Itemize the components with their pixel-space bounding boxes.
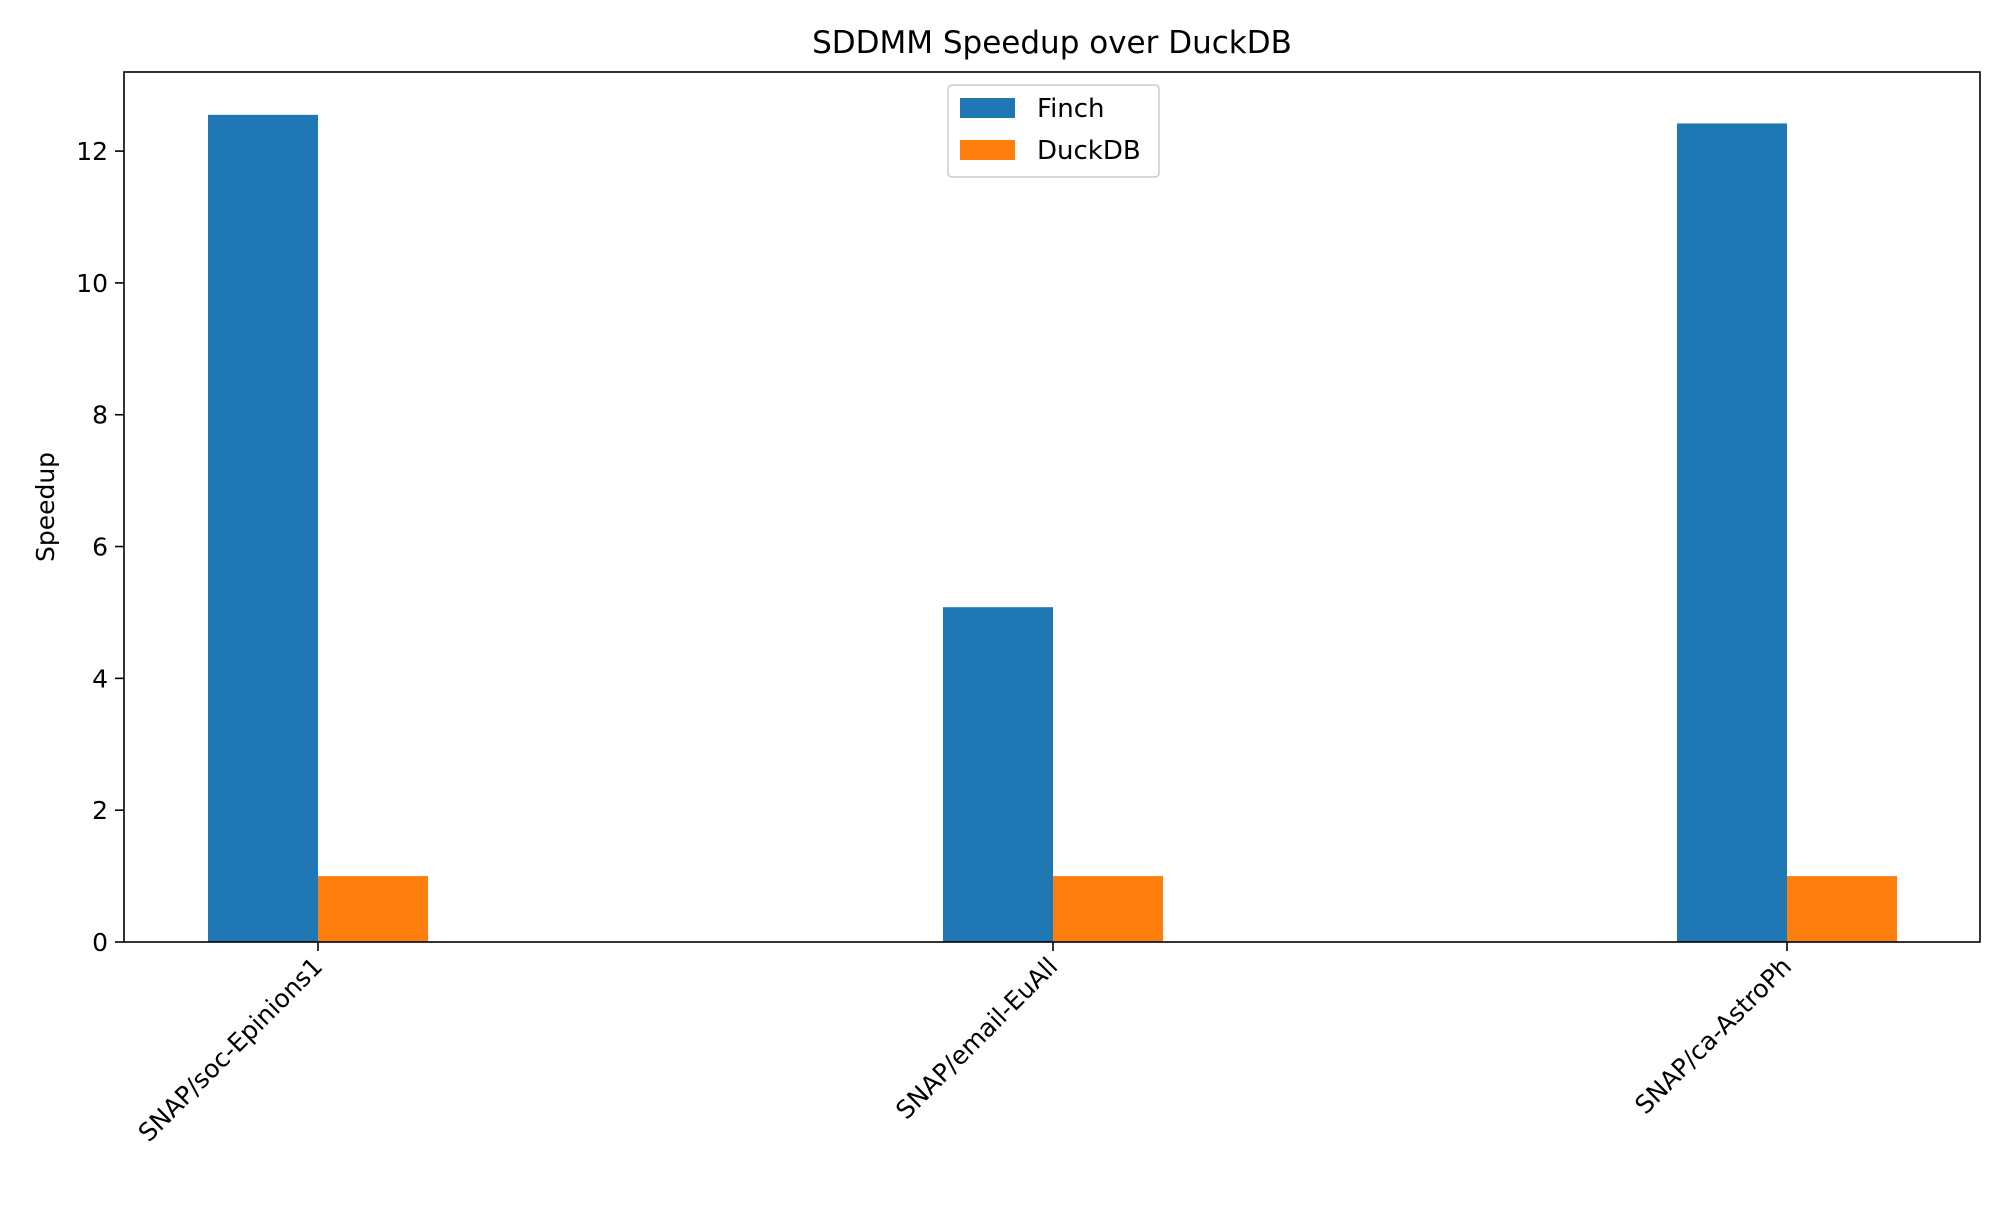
x-tick-label: SNAP/soc-Epinions1 xyxy=(133,952,329,1148)
y-axis: 0 2 4 6 8 10 12 xyxy=(76,137,124,957)
bar-duckdb-1 xyxy=(1053,876,1163,942)
bar-duckdb-2 xyxy=(1787,876,1897,942)
bars-layer xyxy=(208,114,1897,943)
y-tick-label: 12 xyxy=(76,137,108,166)
bar-duckdb-0 xyxy=(318,876,428,942)
x-tick-label: SNAP/email-EuAll xyxy=(890,952,1063,1125)
legend-label-finch: Finch xyxy=(1037,94,1105,124)
legend-swatch-duckdb xyxy=(960,140,1015,160)
y-tick-label: 10 xyxy=(76,269,108,298)
x-tick-label: SNAP/ca-AstroPh xyxy=(1629,952,1797,1120)
y-tick-label: 6 xyxy=(92,533,108,562)
x-axis: SNAP/soc-Epinions1 SNAP/email-EuAll SNAP/c… xyxy=(133,942,1797,1148)
bar-finch-1 xyxy=(943,607,1053,942)
legend: Finch DuckDB xyxy=(947,84,1160,178)
bar-finch-2 xyxy=(1677,123,1787,943)
y-axis-label: Speedup xyxy=(31,452,60,562)
bar-finch-0 xyxy=(208,114,318,942)
legend-swatch-finch xyxy=(960,98,1015,118)
y-tick-label: 8 xyxy=(92,401,108,430)
legend-label-duckdb: DuckDB xyxy=(1037,136,1141,166)
y-tick-label: 0 xyxy=(92,928,108,957)
chart-title: SDDMM Speedup over DuckDB xyxy=(812,25,1292,61)
plot-frame xyxy=(123,71,1981,943)
y-tick-label: 2 xyxy=(92,796,108,825)
y-tick-label: 4 xyxy=(92,664,108,693)
